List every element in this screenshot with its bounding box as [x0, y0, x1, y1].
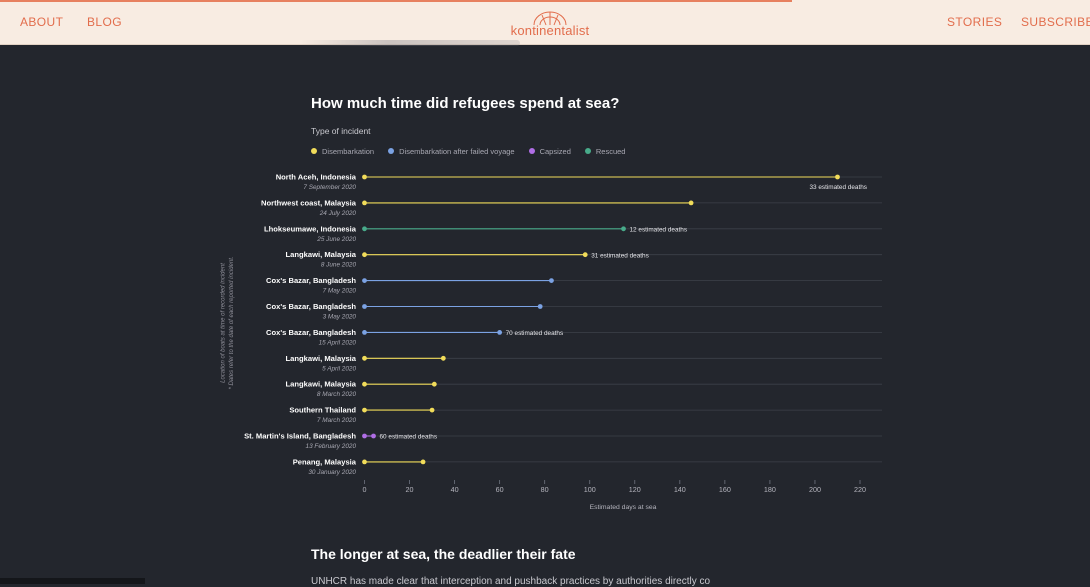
row-date-label: 7 May 2020	[323, 288, 357, 295]
x-tick-label: 180	[764, 485, 776, 494]
legend-label: Rescued	[595, 146, 626, 156]
start-point	[362, 433, 367, 439]
row-date-label: 5 April 2020	[322, 365, 356, 372]
start-point	[362, 330, 367, 335]
end-point	[497, 330, 503, 335]
start-point	[362, 459, 367, 465]
deaths-annotation: 70 estimated deaths	[506, 330, 564, 337]
x-tick-label: 140	[674, 485, 686, 494]
legend-item-failed-voyage[interactable]: Disembarkation after failed voyage	[388, 145, 515, 157]
row-location-label: Southern Thailand	[289, 406, 356, 415]
row-location-label: Cox's Bazar, Bangladesh	[266, 328, 356, 337]
section-paragraph: UNHCR has made clear that interception a…	[311, 576, 711, 587]
legend-item-capsized[interactable]: Capsized	[528, 145, 571, 157]
x-tick-label: 80	[541, 485, 549, 494]
x-tick-label: 220	[854, 485, 866, 494]
nav-about-link[interactable]: ABOUT	[20, 15, 64, 29]
row-location-label: Penang, Malaysia	[293, 457, 357, 466]
end-point	[429, 407, 435, 413]
row-date-label: 24 July 2020	[319, 210, 357, 217]
legend-label: Capsized	[539, 146, 571, 156]
y-axis-title: Location of boats at time of recorded in…	[221, 263, 227, 383]
row-date-label: 8 March 2020	[317, 391, 357, 398]
reading-progress-bar	[0, 0, 792, 2]
start-point	[362, 304, 367, 309]
row-location-label: Northwest coast, Malaysia	[261, 198, 357, 207]
legend-label: Disembarkation after failed voyage	[399, 146, 515, 156]
logo-wordmark: kontinentalist	[510, 23, 590, 38]
faded-previous-text	[300, 40, 520, 46]
deaths-annotation: 60 estimated deaths	[380, 434, 438, 441]
legend-item-disembarkation[interactable]: Disembarkation	[311, 145, 374, 157]
x-tick-label: 160	[719, 485, 731, 494]
row-location-label: Langkawi, Malaysia	[286, 380, 357, 389]
footer-edge	[0, 578, 145, 584]
end-point	[371, 433, 376, 439]
start-point	[362, 381, 367, 387]
x-tick-label: 120	[629, 485, 641, 494]
x-tick-label: 60	[496, 485, 504, 494]
top-navigation: ABOUT BLOG kontinentalist STORIES SUBSCR…	[0, 0, 1090, 45]
x-tick-label: 0	[363, 485, 367, 494]
legend-dot-icon	[388, 148, 395, 154]
chart-title: How much time did refugees spend at sea?	[311, 95, 620, 112]
legend-dot-icon	[311, 148, 317, 154]
end-point	[582, 252, 588, 258]
deaths-annotation: 31 estimated deaths	[591, 252, 649, 259]
x-tick-label: 20	[406, 485, 414, 494]
chart-legend: Disembarkation Disembarkation after fail…	[311, 145, 625, 157]
end-point	[549, 278, 554, 283]
end-point	[621, 226, 626, 232]
row-location-label: Cox's Bazar, Bangladesh	[266, 276, 356, 285]
legend-dot-icon	[584, 148, 591, 154]
start-point	[362, 200, 367, 206]
end-point	[431, 381, 437, 387]
row-date-label: 30 January 2020	[308, 469, 356, 476]
row-date-label: 8 June 2020	[321, 262, 357, 269]
x-axis-title: Estimated days at sea	[590, 504, 657, 511]
logo-arc-icon	[533, 11, 567, 26]
nav-blog-link[interactable]: BLOG	[87, 15, 122, 29]
start-point	[362, 174, 367, 180]
row-date-label: 13 February 2020	[306, 443, 357, 450]
legend-item-rescued[interactable]: Rescued	[584, 145, 626, 157]
legend-title: Type of incident	[311, 126, 371, 136]
row-location-label: St. Martin's Island, Bangladesh	[244, 432, 356, 441]
row-location-label: Lhokseumawe, Indonesia	[264, 224, 357, 233]
deaths-annotation: 12 estimated deaths	[630, 226, 688, 233]
end-point	[440, 355, 446, 361]
x-tick-label: 40	[451, 485, 459, 494]
row-location-label: North Aceh, Indonesia	[276, 173, 357, 182]
section-heading: The longer at sea, the deadlier their fa…	[311, 546, 576, 562]
nav-stories-link[interactable]: STORIES	[947, 15, 1003, 29]
row-date-label: 7 March 2020	[317, 417, 357, 424]
end-point	[537, 304, 543, 309]
end-point	[420, 459, 426, 465]
nav-subscribe-link[interactable]: SUBSCRIBE	[1021, 15, 1090, 29]
end-point	[688, 200, 694, 206]
x-tick-label: 200	[809, 485, 821, 494]
start-point	[362, 226, 367, 232]
row-location-label: Langkawi, Malaysia	[286, 354, 357, 363]
legend-label: Disembarkation	[322, 146, 375, 156]
end-point	[835, 174, 840, 180]
site-logo[interactable]: kontinentalist	[500, 9, 600, 39]
start-point	[362, 252, 367, 258]
start-point	[362, 407, 367, 413]
start-point	[362, 278, 367, 283]
legend-dot-icon	[528, 148, 535, 154]
y-axis-note: * Dates refer to the date of each report…	[229, 256, 235, 389]
row-date-label: 3 May 2020	[323, 314, 357, 321]
start-point	[362, 355, 367, 361]
deaths-annotation: 33 estimated deaths	[809, 184, 867, 191]
row-date-label: 7 September 2020	[303, 184, 356, 191]
row-location-label: Cox's Bazar, Bangladesh	[266, 302, 356, 311]
row-location-label: Langkawi, Malaysia	[286, 250, 357, 259]
row-date-label: 25 June 2020	[316, 236, 356, 243]
x-tick-label: 100	[584, 485, 596, 494]
row-date-label: 15 April 2020	[319, 339, 357, 346]
